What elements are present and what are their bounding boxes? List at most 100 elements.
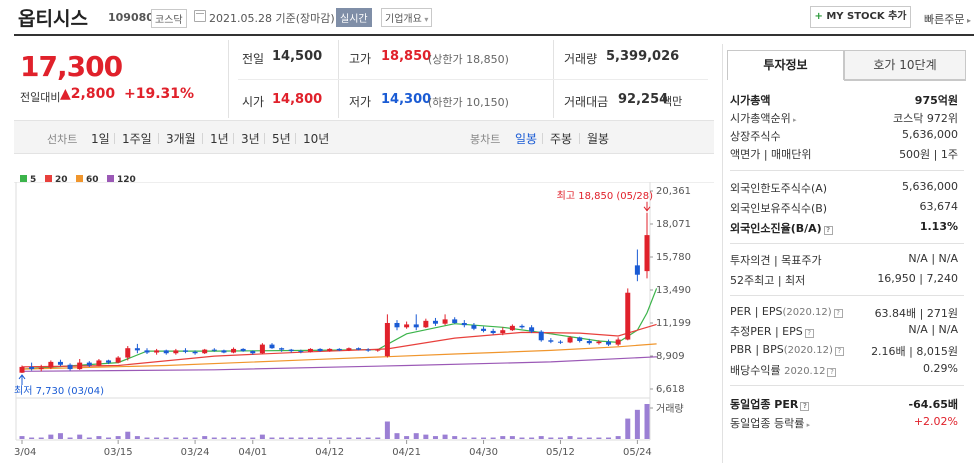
quick-order-link[interactable]: 빠른주문 ▸ bbox=[924, 11, 971, 27]
x-tick-label: 04/30 bbox=[469, 447, 498, 458]
volume-bar bbox=[211, 437, 217, 439]
tab-hoga-10[interactable]: 호가 10단계 bbox=[844, 50, 966, 80]
ma5-swatch bbox=[20, 175, 27, 182]
candle-body bbox=[481, 328, 487, 331]
quick-order-label: 빠른주문 bbox=[924, 13, 965, 26]
candle-body bbox=[413, 324, 419, 328]
volume-bar bbox=[307, 437, 313, 439]
volume-bar bbox=[77, 434, 83, 439]
candle-body bbox=[57, 361, 63, 365]
ma20-swatch bbox=[45, 175, 52, 182]
market-cap-row: 시가총액 975억원 bbox=[730, 92, 958, 110]
period-3m[interactable]: 3개월 bbox=[166, 132, 196, 146]
candle-body bbox=[182, 350, 188, 352]
candle-body bbox=[106, 360, 112, 363]
divider bbox=[228, 40, 229, 118]
foreign-hold-row: 외국인보유주식수(B) 63,674 bbox=[730, 200, 958, 218]
volume-bar bbox=[106, 437, 112, 439]
period-1w[interactable]: 1주일 bbox=[122, 132, 152, 146]
per-year: (2020.12) bbox=[782, 307, 832, 318]
volume-bar bbox=[634, 409, 640, 439]
help-icon[interactable]: ? bbox=[804, 329, 814, 338]
volume-bar bbox=[221, 437, 227, 439]
y-tick-label: 18,071 bbox=[656, 219, 691, 230]
x-tick-label: 04/12 bbox=[315, 447, 344, 458]
candle-body bbox=[192, 351, 198, 354]
divider bbox=[730, 243, 964, 244]
period-10y[interactable]: 10년 bbox=[303, 132, 330, 146]
y-tick-label: 11,199 bbox=[656, 318, 691, 329]
high-label: 고가 bbox=[349, 52, 372, 66]
candle-weekly[interactable]: 주봉 bbox=[550, 132, 573, 146]
min-price-annotation: 최저 7,730 (03/04) bbox=[14, 385, 104, 397]
x-tick-label: 03/04 bbox=[14, 447, 36, 458]
help-icon[interactable]: ? bbox=[834, 347, 844, 356]
divider bbox=[158, 133, 159, 144]
period-5y[interactable]: 5년 bbox=[272, 132, 291, 146]
candle-body bbox=[452, 319, 458, 323]
per-label: PER | EPS bbox=[730, 305, 783, 318]
volume-bar bbox=[29, 437, 35, 439]
candle-body bbox=[615, 339, 621, 345]
period-1d[interactable]: 1일 bbox=[91, 132, 110, 146]
volume-bar bbox=[317, 437, 323, 439]
divider bbox=[730, 385, 964, 386]
candle-body bbox=[29, 366, 35, 370]
candle-body bbox=[250, 351, 256, 354]
volume-bar bbox=[231, 437, 237, 439]
candle-body bbox=[404, 324, 410, 328]
company-overview-dropdown[interactable]: 기업개요 ▾ bbox=[381, 8, 433, 27]
volume-bar bbox=[154, 437, 160, 439]
foreign-ratio-label: 외국인소진율(B/A) bbox=[730, 222, 822, 235]
volume-bar bbox=[182, 437, 188, 439]
divider bbox=[264, 133, 265, 144]
candle-body bbox=[548, 340, 554, 342]
amount-label: 거래대금 bbox=[564, 95, 609, 109]
volume-bar bbox=[557, 437, 563, 439]
chevron-right-icon: ▸ bbox=[804, 421, 811, 429]
cap-rank-value: 코스닥 972위 bbox=[893, 112, 958, 125]
price-chart[interactable]: 20,361 18,071 15,780 13,490 11,199 8,909 6,618… bbox=[14, 182, 714, 463]
help-icon[interactable]: ? bbox=[827, 368, 837, 377]
candle-body bbox=[471, 325, 477, 329]
candle-body bbox=[538, 331, 544, 341]
volume-bar bbox=[279, 437, 285, 439]
foreign-hold-value: 63,674 bbox=[919, 200, 959, 213]
stock-code: 109080 bbox=[108, 11, 154, 24]
candle-daily[interactable]: 일봉 bbox=[515, 132, 538, 146]
ma60-line bbox=[21, 343, 657, 370]
period-1y[interactable]: 1년 bbox=[210, 132, 229, 146]
pbr-label: PBR | BPS bbox=[730, 343, 784, 356]
volume-bar bbox=[365, 437, 371, 439]
x-tick-label: 05/24 bbox=[623, 447, 652, 458]
per-row: PER | EPS(2020.12)? 63.84배 | 271원 bbox=[730, 305, 958, 323]
shares-label: 상장주식수 bbox=[730, 130, 781, 143]
pbr-year: (2020.12) bbox=[783, 345, 833, 356]
foreign-ratio-row: 외국인소진율(B/A)? 1.13% bbox=[730, 220, 958, 238]
volume-bar bbox=[356, 437, 362, 439]
lower-limit: (하한가 10,150) bbox=[428, 96, 509, 109]
legend-ma120-label: 120 bbox=[117, 175, 136, 185]
legend-ma20-label: 20 bbox=[55, 175, 68, 185]
candle-monthly[interactable]: 월봉 bbox=[587, 132, 610, 146]
add-mystock-button[interactable]: + MY STOCK 추가 bbox=[810, 6, 911, 28]
open-value: 14,800 bbox=[272, 92, 323, 107]
tab-invest-info[interactable]: 투자정보 bbox=[727, 50, 844, 80]
help-icon[interactable]: ? bbox=[800, 402, 810, 411]
period-3y[interactable]: 3년 bbox=[241, 132, 260, 146]
help-icon[interactable]: ? bbox=[823, 226, 833, 235]
volume-bar bbox=[327, 437, 333, 439]
foreign-limit-value: 5,636,000 bbox=[902, 180, 958, 193]
candle-body bbox=[567, 337, 573, 343]
volume-bar bbox=[48, 434, 54, 439]
change-percent: +19.31% bbox=[124, 86, 195, 102]
candle-body bbox=[38, 367, 44, 370]
realtime-button[interactable]: 실시간 bbox=[336, 8, 372, 27]
volume-bar bbox=[519, 437, 525, 439]
candle-body bbox=[115, 357, 121, 363]
volume-bar bbox=[19, 436, 25, 439]
candle-body bbox=[346, 348, 352, 351]
w52-value: 16,950 | 7,240 bbox=[877, 272, 958, 285]
divider bbox=[202, 133, 203, 144]
help-icon[interactable]: ? bbox=[833, 309, 843, 318]
